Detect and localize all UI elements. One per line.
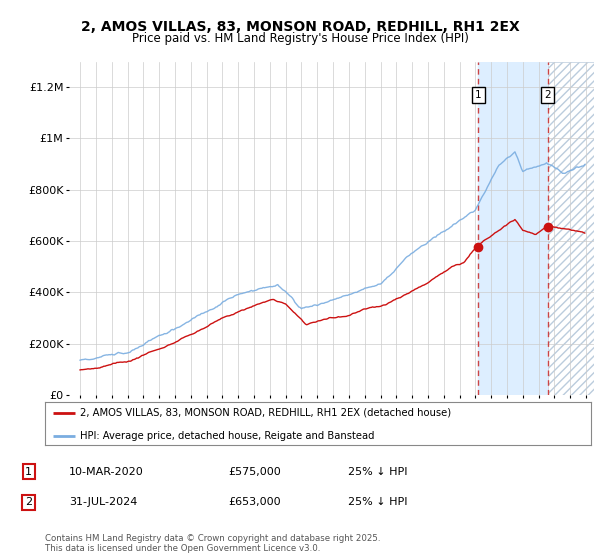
Text: 25% ↓ HPI: 25% ↓ HPI	[348, 466, 407, 477]
Text: Price paid vs. HM Land Registry's House Price Index (HPI): Price paid vs. HM Land Registry's House …	[131, 32, 469, 45]
Text: 2: 2	[545, 90, 551, 100]
Text: Contains HM Land Registry data © Crown copyright and database right 2025.
This d: Contains HM Land Registry data © Crown c…	[45, 534, 380, 553]
Text: 1: 1	[475, 90, 482, 100]
Text: 2: 2	[25, 497, 32, 507]
Text: £575,000: £575,000	[228, 466, 281, 477]
Text: 31-JUL-2024: 31-JUL-2024	[69, 497, 137, 507]
Text: 25% ↓ HPI: 25% ↓ HPI	[348, 497, 407, 507]
Text: £653,000: £653,000	[228, 497, 281, 507]
Text: 2, AMOS VILLAS, 83, MONSON ROAD, REDHILL, RH1 2EX: 2, AMOS VILLAS, 83, MONSON ROAD, REDHILL…	[80, 20, 520, 34]
Text: HPI: Average price, detached house, Reigate and Banstead: HPI: Average price, detached house, Reig…	[80, 431, 375, 441]
Text: 2, AMOS VILLAS, 83, MONSON ROAD, REDHILL, RH1 2EX (detached house): 2, AMOS VILLAS, 83, MONSON ROAD, REDHILL…	[80, 408, 452, 418]
Bar	[548, 62, 594, 395]
Bar	[478, 62, 548, 395]
Text: 10-MAR-2020: 10-MAR-2020	[69, 466, 144, 477]
Text: 1: 1	[25, 466, 32, 477]
Bar	[548, 62, 594, 395]
